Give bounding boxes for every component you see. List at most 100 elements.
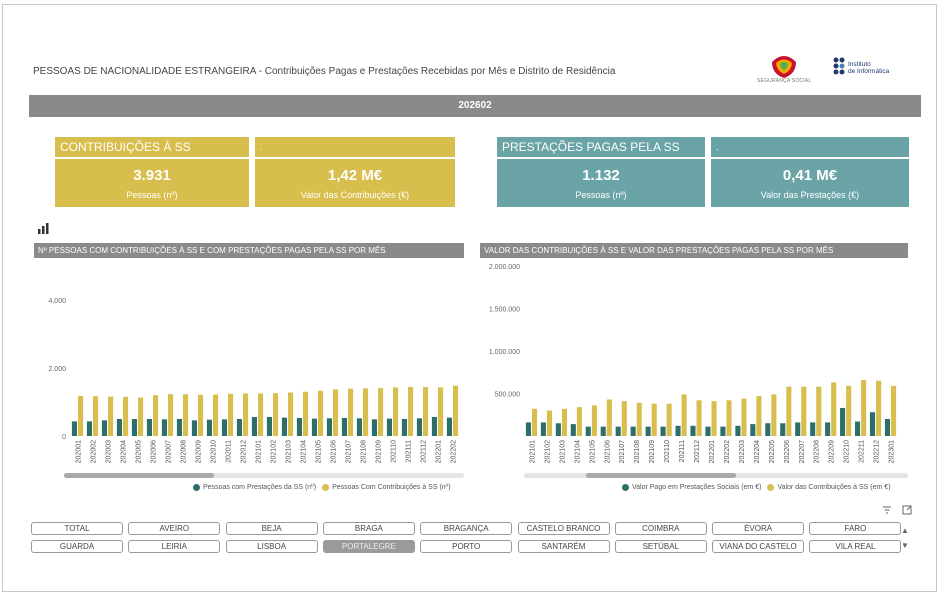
y-tick-label: 2.000 (48, 366, 66, 373)
x-tick-label: 202004 (121, 440, 128, 463)
x-tick-label: 202106 (604, 440, 611, 463)
bar-series-1 (869, 412, 876, 436)
bar-series-1 (540, 422, 546, 436)
period-banner: 202602 (29, 95, 921, 117)
x-tick-label: 202206 (784, 440, 791, 463)
x-tick-label: 202201 (436, 440, 443, 463)
district-slicer: TOTAL AVEIRO BEJA BRAGA BRAGANÇA CASTELO BRAN… (31, 522, 911, 556)
bar-series-1 (705, 426, 711, 436)
bar-series-2 (681, 394, 687, 436)
bar-series-2 (153, 395, 159, 436)
y-tick-label: 1.500.000 (489, 307, 520, 314)
chart2-scroll-thumb[interactable] (586, 473, 736, 478)
district-button-castelo-branco[interactable]: CASTELO BRANCO (517, 522, 610, 535)
bar-series-1 (525, 422, 531, 436)
bar-series-1 (810, 422, 816, 436)
bar-series-2 (816, 386, 822, 436)
x-tick-label: 202209 (829, 440, 836, 463)
district-button-braga[interactable]: BRAGA (322, 522, 415, 535)
bar-series-1 (660, 426, 666, 436)
legend-dot-contrib-people (322, 484, 330, 491)
slicer-scroll-down-icon[interactable]: ▼ (901, 541, 909, 550)
district-button-viana-do-castelo[interactable]: VIANA DO CASTELO (712, 540, 805, 553)
slicer-scroll-up-icon[interactable]: ▲ (901, 526, 909, 535)
x-tick-label: 202005 (136, 440, 143, 463)
bar-series-1 (161, 419, 167, 436)
contributions-people-card: 3.931 Pessoas (nº) (55, 159, 249, 207)
benefits-people-card: 1.132 Pessoas (nº) (497, 159, 705, 207)
bar-series-2 (621, 401, 627, 436)
y-tick-label: 2.000.000 (489, 264, 520, 271)
bar-chart-icon[interactable] (37, 222, 51, 234)
legend-label-benefits-people: Pessoas com Prestações da SS (nº) (203, 484, 317, 491)
district-button-santarém[interactable]: SANTARÉM (517, 540, 610, 553)
bar-series-2 (831, 382, 837, 436)
bar-series-1 (645, 426, 651, 436)
filter-icon[interactable] (882, 505, 892, 515)
district-button-total[interactable]: TOTAL (31, 522, 123, 535)
x-tick-label: 202104 (301, 440, 308, 463)
focus-mode-icon[interactable] (902, 505, 912, 515)
benefits-header-secondary: . (711, 137, 909, 157)
x-tick-label: 202101 (256, 440, 263, 463)
bar-series-1 (416, 418, 422, 436)
x-tick-label: 202208 (814, 440, 821, 463)
bar-series-2 (771, 394, 777, 436)
bar-series-2 (228, 393, 234, 436)
bar-series-2 (333, 389, 339, 436)
chart2-scrollbar[interactable] (524, 473, 908, 478)
district-button-coimbra[interactable]: COIMBRA (614, 522, 707, 535)
district-button-guarda[interactable]: GUARDA (31, 540, 123, 553)
district-button-portalegre[interactable]: PORTALEGRE (322, 540, 415, 553)
district-button-leiria[interactable]: LEIRIA (128, 540, 221, 553)
bar-series-2 (408, 387, 414, 436)
legend-label-contrib-value: Valor das Contribuições à SS (em €) (777, 484, 891, 491)
bar-series-2 (591, 405, 597, 436)
bar-series-1 (266, 416, 272, 436)
bar-series-1 (281, 417, 287, 436)
bar-series-2 (303, 391, 309, 436)
district-button-setúbal[interactable]: SETÚBAL (614, 540, 707, 553)
district-button-aveiro[interactable]: AVEIRO (128, 522, 221, 535)
bar-series-2 (378, 388, 384, 436)
bar-series-1 (720, 426, 726, 436)
bar-series-2 (636, 402, 642, 436)
bar-series-2 (318, 390, 324, 436)
x-tick-label: 202108 (634, 440, 641, 463)
x-tick-label: 202104 (574, 440, 581, 463)
bar-series-2 (243, 393, 249, 436)
bar-series-2 (756, 396, 762, 436)
x-tick-label: 202111 (406, 440, 413, 462)
district-button-faro[interactable]: FARO (809, 522, 902, 535)
bar-series-2 (651, 403, 657, 436)
district-button-beja[interactable]: BEJA (225, 522, 318, 535)
x-tick-label: 202110 (664, 440, 671, 463)
chart1-scroll-thumb[interactable] (64, 473, 214, 478)
bar-series-1 (311, 418, 317, 436)
bar-series-2 (666, 403, 672, 436)
district-button-bragança[interactable]: BRAGANÇA (420, 522, 513, 535)
bar-series-2 (363, 388, 369, 436)
bar-series-1 (431, 416, 437, 436)
x-tick-label: 202105 (316, 440, 323, 463)
bar-series-1 (401, 419, 407, 436)
chart1-legend: Pessoas com Prestações da SS (nº) Pessoa… (193, 484, 451, 491)
bar-series-1 (296, 417, 302, 436)
district-button-vila-real[interactable]: VILA REAL (809, 540, 902, 553)
bar-series-1 (735, 425, 741, 436)
x-tick-label: 202205 (769, 440, 776, 463)
y-tick-label: 0 (62, 434, 66, 441)
contributions-header-secondary: . (255, 137, 455, 157)
seguranca-social-logo-text: SEGURANÇA SOCIAL (757, 78, 812, 84)
chart1-scrollbar[interactable] (64, 473, 464, 478)
bar-series-1 (884, 419, 891, 436)
bar-series-2 (891, 385, 897, 436)
bar-series-2 (576, 407, 582, 436)
report-title: PESSOAS DE NACIONALIDADE ESTRANGEIRA - C… (33, 66, 616, 77)
district-button-évora[interactable]: ÉVORA (712, 522, 805, 535)
benefits-people-value: 1.132 (582, 167, 620, 184)
y-tick-label: 500.000 (495, 392, 520, 399)
district-button-lisboa[interactable]: LISBOA (225, 540, 318, 553)
bar-series-2 (393, 387, 399, 436)
district-button-porto[interactable]: PORTO (420, 540, 513, 553)
